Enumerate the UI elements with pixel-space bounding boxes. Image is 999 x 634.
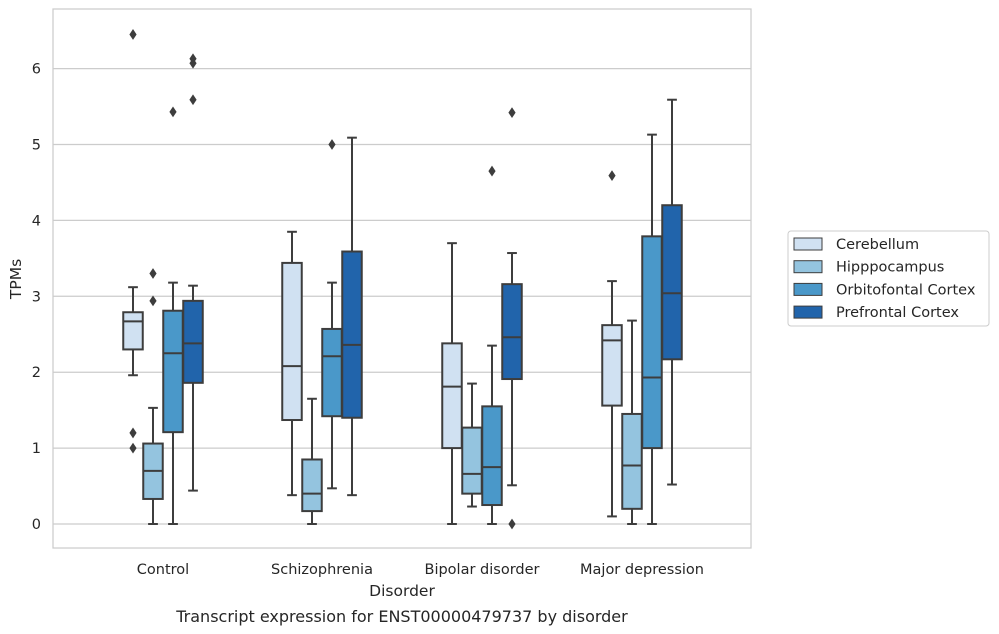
box-hipppocampus bbox=[142, 268, 164, 525]
box-iqr bbox=[461, 426, 483, 495]
legend-swatch bbox=[793, 305, 823, 319]
box-orbitofontal-cortex bbox=[321, 139, 343, 490]
box-orbitofontal-cortex bbox=[641, 133, 663, 525]
plot-frame bbox=[52, 8, 752, 549]
box-iqr bbox=[182, 299, 204, 384]
box-iqr bbox=[341, 250, 363, 419]
x-tick-label: Bipolar disorder bbox=[425, 562, 540, 578]
outlier-point bbox=[488, 165, 496, 177]
outlier-point bbox=[149, 268, 157, 279]
box-cerebellum bbox=[441, 242, 463, 525]
outlier-point bbox=[608, 170, 616, 182]
box-iqr bbox=[301, 458, 323, 513]
box-iqr bbox=[621, 412, 643, 510]
outlier-point bbox=[328, 139, 336, 150]
box-prefrontal-cortex bbox=[182, 53, 204, 492]
box-iqr bbox=[441, 342, 463, 450]
y-tick-label: 2 bbox=[32, 365, 41, 381]
outlier-point bbox=[149, 295, 157, 307]
y-tick-label: 0 bbox=[32, 517, 41, 533]
legend-swatch bbox=[793, 260, 823, 274]
box-cerebellum bbox=[281, 230, 303, 497]
x-tick-label: Schizophrenia bbox=[271, 562, 373, 578]
outlier-point bbox=[169, 106, 177, 118]
legend-label: Cerebellum bbox=[836, 237, 919, 253]
y-tick-label: 5 bbox=[32, 138, 41, 154]
legend-label: Hipppocampus bbox=[836, 260, 944, 276]
outlier-point bbox=[129, 442, 137, 454]
y-tick-labels: 0 1 2 3 4 5 6 bbox=[32, 62, 41, 533]
box-iqr bbox=[501, 283, 523, 381]
legend-label: Prefrontal Cortex bbox=[836, 305, 959, 321]
y-tick-label: 1 bbox=[32, 441, 41, 457]
box-iqr bbox=[481, 405, 503, 507]
legend-swatch bbox=[793, 282, 823, 296]
box-prefrontal-cortex bbox=[501, 107, 523, 530]
box-orbitofontal-cortex bbox=[162, 106, 184, 525]
chart-caption: Transcript expression for ENST0000047973… bbox=[175, 607, 628, 626]
y-axis-label: TPMs bbox=[7, 259, 25, 300]
legend-swatch bbox=[793, 237, 823, 251]
y-tick-label: 3 bbox=[32, 289, 41, 305]
outlier-point bbox=[189, 57, 197, 69]
legend-frame bbox=[787, 230, 990, 327]
box-hipppocampus bbox=[621, 319, 643, 525]
outlier-point bbox=[508, 107, 516, 119]
box-iqr bbox=[281, 261, 303, 422]
box-iqr bbox=[122, 311, 144, 351]
outlier-point bbox=[508, 518, 516, 530]
box-plot-series bbox=[122, 29, 683, 530]
y-tick-label: 4 bbox=[32, 213, 41, 229]
box-cerebellum bbox=[122, 29, 144, 454]
y-tick-label: 6 bbox=[32, 62, 41, 78]
x-tick-label: Major depression bbox=[580, 562, 704, 578]
x-axis-label: Disorder bbox=[369, 582, 435, 600]
legend: Cerebellum Hipppocampus Orbitofontal Corte… bbox=[787, 230, 990, 327]
outlier-point bbox=[129, 427, 137, 439]
box-prefrontal-cortex bbox=[661, 98, 683, 486]
outlier-point bbox=[129, 29, 137, 40]
box-iqr bbox=[641, 235, 663, 450]
box-prefrontal-cortex bbox=[341, 136, 363, 497]
box-hipppocampus bbox=[301, 397, 323, 525]
box-iqr bbox=[661, 204, 683, 361]
box-orbitofontal-cortex bbox=[481, 165, 503, 525]
box-hipppocampus bbox=[461, 382, 483, 508]
outlier-point bbox=[189, 94, 197, 106]
x-tick-labels: Control Schizophrenia Bipolar disorder Majo… bbox=[137, 562, 704, 578]
box-iqr bbox=[162, 309, 184, 434]
box-iqr bbox=[321, 327, 343, 418]
x-tick-label: Control bbox=[137, 562, 189, 578]
box-iqr bbox=[601, 324, 623, 407]
legend-label: Orbitofontal Cortex bbox=[836, 282, 976, 298]
box-cerebellum bbox=[601, 170, 623, 518]
